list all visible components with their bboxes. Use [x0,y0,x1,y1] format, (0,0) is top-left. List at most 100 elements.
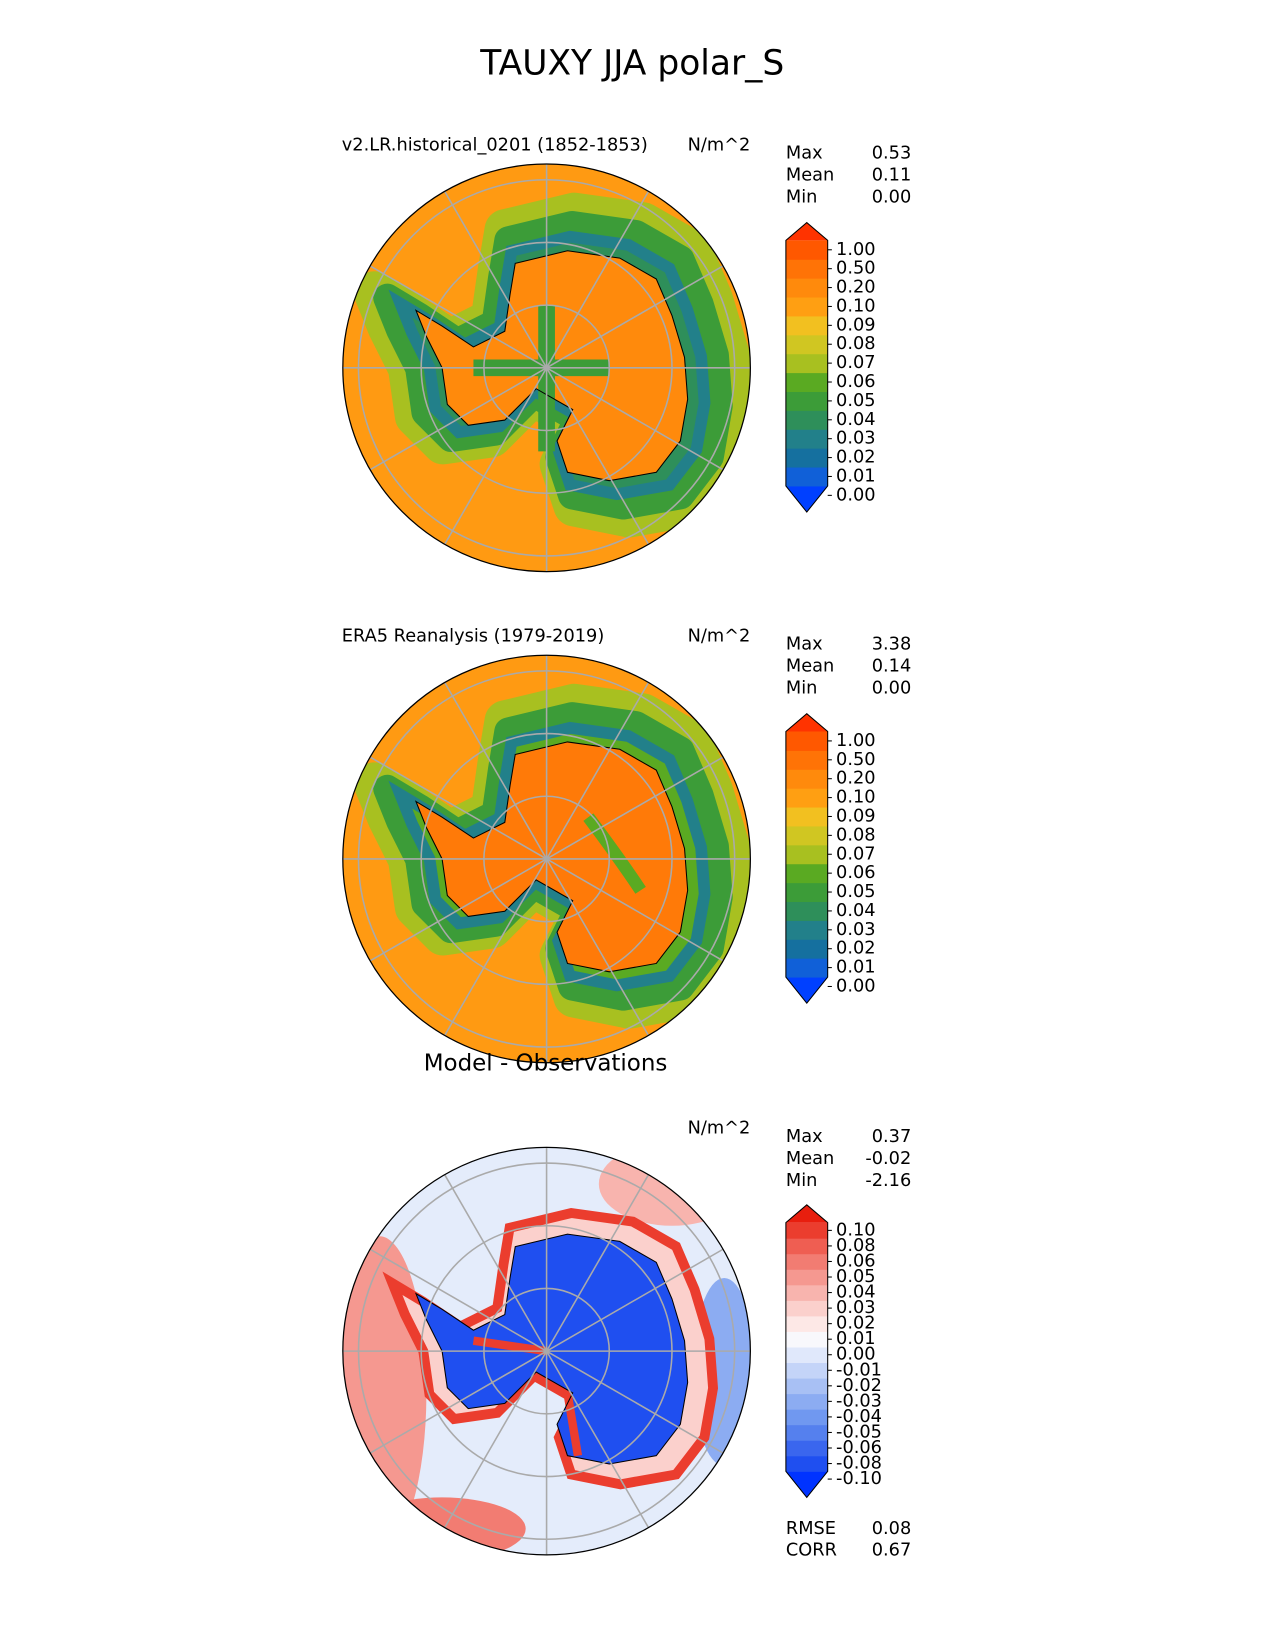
stat-label: Mean [786,657,834,677]
metric-label: CORR [786,1541,837,1561]
colorbar-segment [785,825,828,846]
longitude-line [369,367,547,471]
colorbar-label: 0.01 [836,958,876,978]
colorbar-segment [785,1253,828,1270]
colorbar-outline [785,221,829,513]
longitude-line [369,265,547,369]
stat-label: Mean [786,1149,834,1169]
longitude-line [444,1174,548,1352]
colorbar-segment [785,240,828,260]
colorbar-label: 0.06 [836,372,876,392]
colorbar-label: 0.10 [836,788,876,808]
colorbar-label: 0.09 [836,315,876,335]
units: N/m^2 [688,626,751,646]
colorbar-label: 0.03 [836,1298,876,1318]
colorbar-segment [785,1300,828,1317]
colorbar-label: 0.05 [836,1267,876,1287]
colorbar-segment [785,788,828,808]
stat-label: Mean [786,166,834,186]
panel-subtitle: ERA5 Reanalysis (1979-2019) [342,626,604,646]
longitude-line [545,858,650,1036]
colorbar-extend-max [785,713,828,732]
colorbar-segment [785,939,828,959]
stat-label: Max [786,1127,823,1147]
colorbar-segment [785,372,828,392]
longitude-line [546,858,724,962]
colorbar-segment [785,278,828,298]
colorbar-label: 0.01 [836,466,876,486]
longitude-line [545,1174,650,1352]
colorbar-segment [785,958,828,978]
colorbar-label: 0.01 [836,1329,876,1349]
colorbar-label: 0.10 [836,1220,876,1240]
colorbar-segment [785,353,828,374]
colorbar-label: 0.20 [836,278,876,298]
colorbar-segment [785,1284,828,1301]
colorbar-segment [785,1315,828,1332]
colorbar-label: 0.20 [836,769,876,789]
stat-value: 0.00 [872,679,912,699]
polar-map [342,164,751,572]
colorbar-label: -0.06 [836,1438,882,1458]
colorbar-label: 0.10 [836,296,876,316]
map-border [342,163,751,573]
longitude-line [444,367,548,545]
colorbar-segment [785,882,828,903]
colorbar-segment [785,467,828,487]
colorbar-extend-max [785,1204,828,1223]
stat-value: 0.14 [872,657,912,677]
colorbar-segment [785,334,828,355]
colorbar-segment [785,1393,828,1410]
colorbar-segment [785,1269,828,1286]
longitude-line [546,1248,724,1352]
colorbar-segment [785,901,828,921]
colorbar-label: -0.05 [836,1422,882,1442]
colorbar-label: 0.07 [836,353,876,373]
stat-value: 0.53 [872,144,912,164]
colorbar-label: 0.09 [836,806,876,826]
colorbar-label: -0.04 [836,1407,882,1427]
colorbar-segment [785,429,828,449]
colorbar-label: 1.00 [836,240,876,260]
longitude-line [369,1350,547,1454]
colorbar-segment [785,315,828,336]
colorbar-segment [785,1331,828,1348]
colorbar-label: 0.02 [836,1314,876,1334]
panel-subtitle: v2.LR.historical_0201 (1852-1853) [342,135,648,155]
colorbar-label: 0.08 [836,825,876,845]
colorbar-label: 0.08 [836,1236,876,1256]
colorbar-label: -0.10 [836,1469,882,1489]
polar-map [342,655,751,1063]
colorbar-segment [785,1409,828,1426]
colorbar-label: 0.06 [836,863,876,883]
colorbar-label: -0.08 [836,1454,882,1474]
units: N/m^2 [688,1119,751,1139]
colorbar-segment [785,807,828,827]
polar-map [342,1147,751,1555]
colorbar-segment [785,920,828,940]
colorbar-label: 0.07 [836,844,876,864]
colorbar-segment [785,297,828,317]
colorbar-segment [785,1378,828,1395]
colorbar-segment [785,410,828,430]
metric-label: RMSE [786,1519,836,1539]
stat-label: Min [786,679,817,699]
colorbar-label: 0.03 [836,920,876,940]
colorbar-label: 0.50 [836,259,876,279]
colorbar-extend-min [785,485,828,513]
stat-label: Max [786,635,823,655]
longitude-line [545,682,650,860]
colorbar-label: -0.01 [836,1360,882,1380]
longitude-line [444,1350,548,1529]
colorbar-segment [785,863,828,884]
colorbar-segment [785,391,828,411]
colorbar-extend-min [785,977,828,1004]
coastline [414,250,689,482]
colorbar-segment [785,1222,828,1239]
colorbar-segment [785,1424,828,1441]
colorbar-label: 0.04 [836,901,876,921]
colorbar-extend-max [785,222,828,241]
colorbar-label: 0.00 [836,1345,876,1365]
colorbar-segment [785,1238,828,1255]
longitude-line [546,756,724,860]
